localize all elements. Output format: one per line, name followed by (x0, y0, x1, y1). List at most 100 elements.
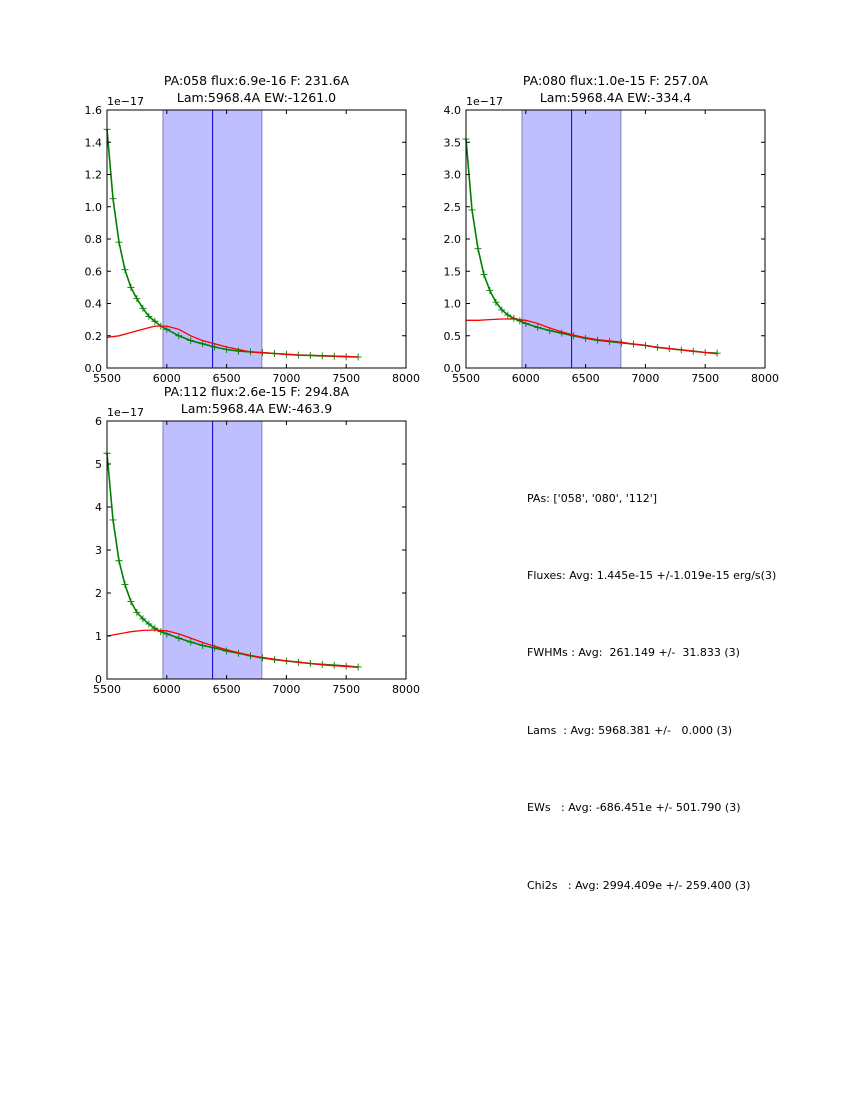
chart-title-line1: PA:080 flux:1.0e-15 F: 257.0A (523, 73, 709, 88)
x-tick-label: 8000 (392, 683, 420, 696)
series-model-line (106, 629, 359, 669)
y-offset-label: 1e−17 (466, 95, 503, 108)
y-tick-label: 4.0 (444, 104, 462, 117)
y-tick-label: 4 (95, 501, 102, 514)
data-point-marker (115, 557, 123, 565)
y-tick-label: 1.5 (444, 265, 462, 278)
x-tick-label: 5500 (452, 372, 480, 385)
x-tick-label: 7500 (691, 372, 719, 385)
y-offset-label: 1e−17 (107, 406, 144, 419)
x-tick-label: 7000 (272, 372, 300, 385)
data-point-marker (498, 306, 506, 314)
x-tick-label: 6500 (213, 683, 241, 696)
data-point-marker (175, 332, 183, 340)
data-point-marker (163, 630, 171, 638)
y-tick-label: 0.0 (85, 362, 103, 375)
summary-pas: PAs: ['058', '080', '112'] (527, 491, 658, 505)
summary-stats-panel: PAs: ['058', '080', '112'] Fluxes: Avg: … (527, 434, 776, 924)
y-tick-label: 1.4 (85, 136, 103, 149)
y-tick-label: 1.0 (85, 201, 103, 214)
x-tick-label: 7000 (631, 372, 659, 385)
y-tick-label: 0.5 (444, 330, 462, 343)
x-tick-label: 6000 (153, 372, 181, 385)
y-tick-label: 2.0 (444, 233, 462, 246)
y-tick-label: 6 (95, 415, 102, 428)
summary-ews: EWs : Avg: -686.451e +/- 501.790 (3) (527, 801, 741, 815)
subplot-pa080: 5500 6000 6500 7000 7500 8000 0.0 0.5 1.0 1.5 2.0 2… (444, 73, 780, 385)
data-point-marker (187, 337, 195, 345)
y-tick-label: 1.0 (444, 298, 462, 311)
data-point-marker (145, 312, 153, 320)
series-model-line (106, 325, 359, 358)
data-point-marker (187, 638, 195, 646)
data-point-marker (534, 323, 542, 331)
subplot-pa058: 5500 6000 6500 7000 7500 8000 0.0 0.2 0.4 0.6 0.8 1… (85, 73, 421, 385)
y-tick-label: 2 (95, 587, 102, 600)
y-tick-label: 3.0 (444, 169, 462, 182)
x-tick-label: 6000 (153, 683, 181, 696)
data-point-marker (121, 580, 129, 588)
data-point-marker (468, 206, 476, 214)
summary-lams: Lams : Avg: 5968.381 +/- 0.000 (3) (527, 723, 733, 737)
y-tick-label: 0.2 (85, 330, 103, 343)
data-point-marker (145, 620, 153, 628)
x-tick-label: 7500 (332, 372, 360, 385)
data-point-marker (115, 238, 123, 246)
y-tick-label: 3 (95, 544, 102, 557)
y-tick-label: 0.4 (85, 298, 103, 311)
x-tick-label: 8000 (392, 372, 420, 385)
x-tick-label: 7000 (272, 683, 300, 696)
chart-title-line2: Lam:5968.4A EW:-1261.0 (177, 90, 336, 105)
y-tick-label: 2.5 (444, 201, 462, 214)
x-tick-label: 7500 (332, 683, 360, 696)
y-tick-label: 0.0 (444, 362, 462, 375)
summary-fwhms: FWHMs : Avg: 261.149 +/- 31.833 (3) (527, 646, 740, 660)
data-point-marker (109, 516, 117, 524)
y-tick-label: 0 (95, 673, 102, 686)
data-point-marker (211, 343, 219, 351)
data-point-marker (199, 340, 207, 348)
x-tick-label: 6500 (572, 372, 600, 385)
data-point-marker (139, 615, 147, 623)
y-offset-label: 1e−17 (107, 95, 144, 108)
chart-title-line1: PA:058 flux:6.9e-16 F: 231.6A (164, 73, 350, 88)
data-point-marker (522, 319, 530, 327)
data-point-marker (510, 314, 518, 322)
data-point-marker (504, 311, 512, 319)
data-point-marker (480, 270, 488, 278)
y-tick-label: 0.6 (85, 265, 103, 278)
data-point-marker (127, 598, 135, 606)
y-tick-label: 1 (95, 630, 102, 643)
y-tick-label: 3.5 (444, 136, 462, 149)
series-model-line (466, 318, 718, 355)
data-point-marker (133, 608, 141, 616)
data-point-marker (486, 287, 494, 295)
data-point-marker (235, 347, 243, 355)
y-tick-label: 0.8 (85, 233, 103, 246)
data-point-marker (127, 283, 135, 291)
chart-title-line2: Lam:5968.4A EW:-463.9 (181, 401, 332, 416)
data-point-marker (163, 325, 171, 333)
chart-title-line2: Lam:5968.4A EW:-334.4 (540, 90, 691, 105)
x-tick-label: 5500 (93, 372, 121, 385)
data-point-marker (109, 195, 117, 203)
y-tick-label: 1.6 (85, 104, 103, 117)
x-tick-label: 6500 (213, 372, 241, 385)
x-tick-label: 6000 (512, 372, 540, 385)
x-tick-label: 5500 (93, 683, 121, 696)
data-point-marker (175, 634, 183, 642)
summary-chi2s: Chi2s : Avg: 2994.409e +/- 259.400 (3) (527, 878, 751, 892)
y-tick-label: 5 (95, 458, 102, 471)
data-point-marker (139, 304, 147, 312)
data-point-marker (474, 245, 482, 253)
data-point-marker (151, 317, 159, 325)
data-point-marker (157, 628, 165, 636)
y-tick-label: 1.2 (85, 169, 103, 182)
data-point-marker (492, 298, 500, 306)
chart-title-line1: PA:112 flux:2.6e-15 F: 294.8A (164, 384, 350, 399)
data-point-marker (121, 266, 129, 274)
summary-fluxes: Fluxes: Avg: 1.445e-15 +/-1.019e-15 erg/… (527, 568, 777, 582)
data-point-marker (133, 295, 141, 303)
subplot-pa112: 5500 6000 6500 7000 7500 8000 0 1 2 3 4 5 6 1e−17 PA:1… (93, 384, 420, 696)
